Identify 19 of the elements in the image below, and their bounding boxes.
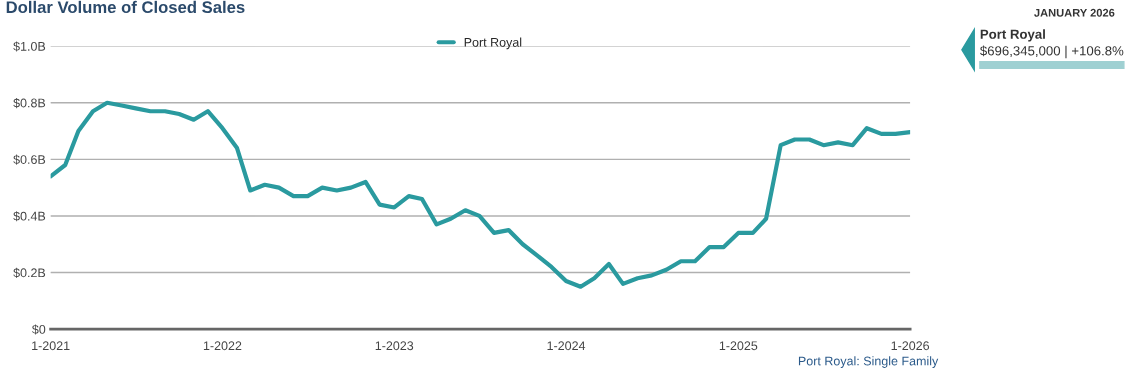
- legend-label: Port Royal: [464, 37, 522, 50]
- x-tick-label: 1-2025: [719, 341, 758, 351]
- x-tick-label: 1-2021: [32, 341, 70, 351]
- y-tick-label: $0.4B: [13, 211, 46, 222]
- x-tick-label: 1-2024: [547, 341, 586, 351]
- text: $696,345,000 | +106.8%: [980, 45, 1124, 59]
- x-tick-label: 1-2022: [203, 341, 242, 351]
- y-tick-label: $0.6B: [13, 154, 46, 165]
- line-series: [50, 100, 911, 289]
- y-tick-label: $0.2B: [13, 267, 46, 278]
- y-tick-label: $1.0B: [13, 41, 46, 52]
- text: JANUARY 2026: [1034, 8, 1115, 17]
- x-tick-label: 1-2023: [375, 341, 414, 351]
- y-tick-label: $0: [32, 324, 46, 335]
- y-tick-label: $0.8B: [13, 98, 46, 109]
- text: Port Royal: [980, 29, 1045, 42]
- text: Port Royal: Single Family: [798, 356, 939, 368]
- chart-title: Dollar Volume of Closed Sales: [6, 0, 245, 14]
- x-tick-label: 1-2026: [891, 341, 930, 351]
